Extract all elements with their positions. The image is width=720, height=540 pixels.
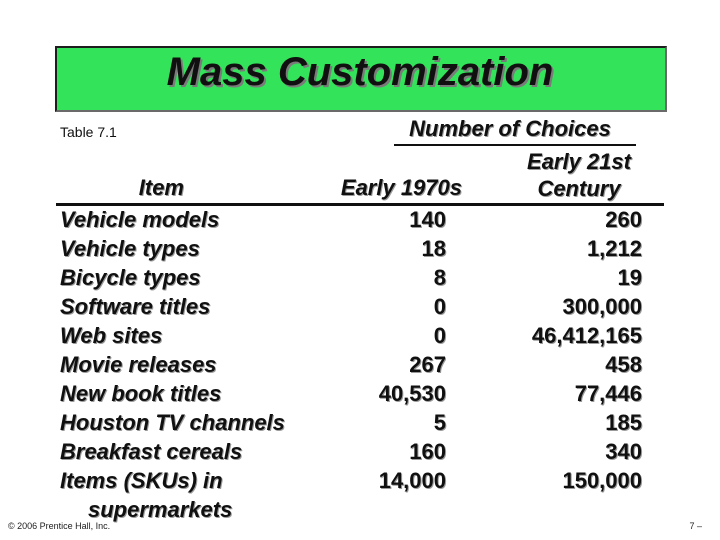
table-row: Houston TV channels 5 185	[56, 408, 656, 437]
column-header-early-21st-line1: Early 21st	[527, 149, 631, 174]
early-1970s-cell: 8	[433, 265, 446, 290]
table-row: Breakfast cereals 160 340	[56, 437, 656, 466]
number-of-choices-header: Number of Choices	[409, 116, 611, 141]
early-21st-cell: 19	[617, 265, 642, 290]
column-header-item: Item	[138, 175, 184, 200]
early-21st-cell: 260	[605, 207, 642, 232]
title-banner	[55, 46, 667, 112]
early-21st-cell: 1,212	[586, 236, 642, 261]
column-header-early-21st-century: Early 21st Century	[500, 148, 658, 202]
table-row: Movie releases 267 458	[56, 350, 656, 379]
choices-table: Vehicle models 140 260 Vehicle types 18 …	[56, 205, 656, 524]
item-cell: New book titles	[60, 379, 221, 408]
item-line: Web sites	[60, 323, 163, 348]
early-1970s-cell: 5	[433, 410, 446, 435]
item-cell: Movie releases	[60, 350, 217, 379]
item-line: Bicycle types	[60, 265, 201, 290]
item-line: Software titles	[60, 294, 211, 319]
group-header-underline	[394, 144, 636, 146]
item-line: Items (SKUs) in	[60, 468, 223, 493]
early-21st-cell: 150,000	[562, 468, 642, 493]
item-line: Breakfast cereals	[60, 439, 243, 464]
header-rule	[56, 203, 664, 206]
table-row: Vehicle models 140 260	[56, 205, 656, 234]
page-number: 7 –	[689, 521, 702, 531]
column-header-early-1970s: Early 1970s	[340, 175, 462, 200]
item-cell: Vehicle types	[60, 234, 200, 263]
item-cell: Web sites	[60, 321, 162, 350]
table-row: Items (SKUs) in supermarkets 14,000 150,…	[56, 466, 656, 524]
early-1970s-cell: 14,000	[378, 468, 446, 493]
table-row: Web sites 0 46,412,165	[56, 321, 656, 350]
item-cell: Breakfast cereals	[60, 437, 242, 466]
item-line-continued: supermarkets	[88, 497, 233, 522]
early-21st-cell: 300,000	[562, 294, 642, 319]
item-line: Houston TV channels	[60, 410, 285, 435]
table-row: Bicycle types 8 19	[56, 263, 656, 292]
early-1970s-cell: 160	[409, 439, 446, 464]
early-1970s-cell: 267	[409, 352, 446, 377]
item-cell: Software titles	[60, 292, 210, 321]
early-21st-cell: 185	[605, 410, 642, 435]
column-header-early-21st-line2: Century	[537, 176, 621, 201]
table-row: Vehicle types 18 1,212	[56, 234, 656, 263]
early-21st-cell: 77,446	[574, 381, 642, 406]
early-1970s-cell: 0	[433, 294, 446, 319]
copyright-notice: © 2006 Prentice Hall, Inc.	[8, 521, 111, 531]
item-line: Movie releases	[60, 352, 217, 377]
early-1970s-cell: 140	[409, 207, 446, 232]
early-21st-cell: 458	[605, 352, 642, 377]
table-label: Table 7.1	[60, 124, 117, 140]
item-cell: Bicycle types	[60, 263, 201, 292]
table-row: New book titles 40,530 77,446	[56, 379, 656, 408]
item-line: New book titles	[60, 381, 222, 406]
item-cell: Items (SKUs) in supermarkets	[60, 466, 232, 524]
item-line: Vehicle models	[60, 207, 220, 232]
item-cell: Vehicle models	[60, 205, 219, 234]
early-1970s-cell: 18	[421, 236, 446, 261]
item-line: Vehicle types	[60, 236, 200, 261]
item-cell: Houston TV channels	[60, 408, 285, 437]
early-21st-cell: 46,412,165	[531, 323, 642, 348]
table-row: Software titles 0 300,000	[56, 292, 656, 321]
early-1970s-cell: 0	[433, 323, 446, 348]
slide-title: Mass Customization	[166, 50, 554, 94]
early-1970s-cell: 40,530	[378, 381, 446, 406]
early-21st-cell: 340	[605, 439, 642, 464]
